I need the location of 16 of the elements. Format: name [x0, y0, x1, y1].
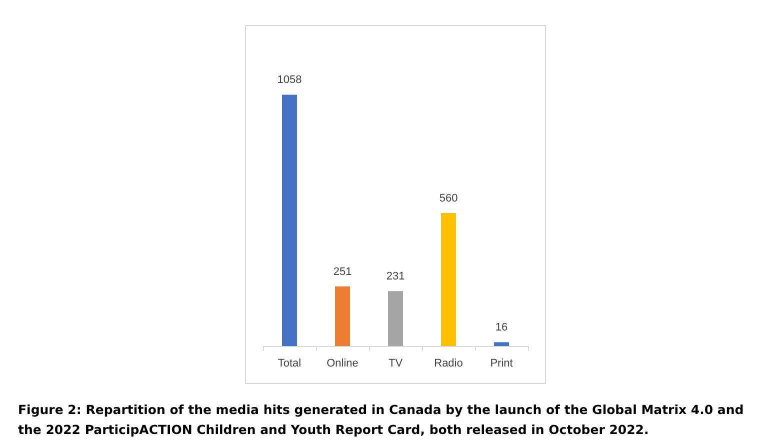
data-label: 231 — [386, 270, 405, 283]
bar — [282, 94, 297, 346]
x-tick-label: Print — [490, 358, 513, 370]
bar — [388, 291, 403, 346]
x-tick-label: Total — [278, 358, 302, 370]
bar — [335, 286, 350, 346]
data-label: 1058 — [277, 74, 302, 86]
bar — [441, 213, 456, 346]
data-label: 16 — [495, 322, 508, 334]
x-tick-label: TV — [388, 358, 404, 370]
data-label: 560 — [439, 192, 458, 204]
data-label: 251 — [333, 266, 352, 278]
bar — [494, 342, 509, 346]
x-tick-label: Radio — [434, 358, 463, 370]
caption: Figure 2: Repartition of the media hits generated in Canada by the launch of the Global Matrix 4.0 and the 2022 ParticipACTION Children and Youth Report Card, both released in October 2022. — [18, 401, 745, 439]
x-tick-label: Online — [326, 358, 358, 370]
